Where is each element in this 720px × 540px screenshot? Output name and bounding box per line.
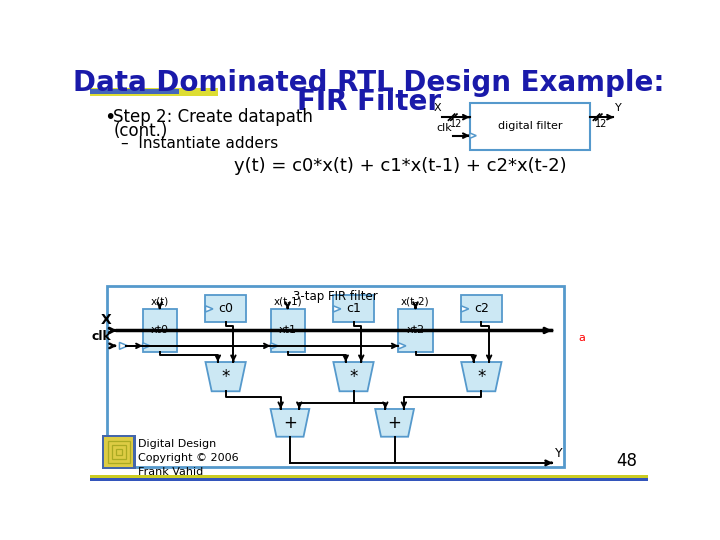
Text: Step 2: Create datapath: Step 2: Create datapath — [113, 108, 313, 126]
Polygon shape — [143, 343, 150, 349]
Text: clk: clk — [92, 330, 112, 343]
Text: –  Instantiate adders: – Instantiate adders — [121, 136, 278, 151]
Text: *: * — [477, 368, 485, 386]
Text: Y: Y — [555, 447, 562, 460]
Text: c2: c2 — [474, 302, 489, 315]
Text: xt2: xt2 — [406, 326, 425, 335]
Text: +: + — [283, 414, 297, 432]
Text: *: * — [349, 368, 358, 386]
Text: x(t-1): x(t-1) — [274, 297, 302, 307]
Text: *: * — [222, 368, 230, 386]
Polygon shape — [333, 362, 374, 392]
FancyBboxPatch shape — [102, 435, 136, 469]
Text: y(t) = c0*x(t) + c1*x(t-1) + c2*x(t-2): y(t) = c0*x(t) + c1*x(t-1) + c2*x(t-2) — [234, 157, 567, 175]
Text: X: X — [101, 313, 112, 327]
Text: a: a — [579, 333, 585, 343]
Polygon shape — [205, 306, 213, 312]
Text: x(t): x(t) — [150, 297, 169, 307]
FancyBboxPatch shape — [90, 89, 179, 94]
Text: (cont.): (cont.) — [113, 122, 168, 140]
Text: 12: 12 — [595, 119, 608, 130]
FancyBboxPatch shape — [90, 475, 648, 481]
FancyBboxPatch shape — [462, 295, 502, 322]
Text: •: • — [104, 108, 115, 127]
Text: 48: 48 — [616, 452, 637, 470]
FancyBboxPatch shape — [205, 295, 246, 322]
Text: +: + — [387, 414, 402, 432]
Text: FIR Filter: FIR Filter — [297, 88, 441, 116]
Text: x(t-2): x(t-2) — [401, 297, 430, 307]
FancyBboxPatch shape — [104, 437, 133, 467]
FancyBboxPatch shape — [90, 477, 648, 481]
Text: 12: 12 — [449, 119, 462, 130]
Text: Y: Y — [616, 103, 622, 112]
Polygon shape — [271, 409, 310, 437]
FancyBboxPatch shape — [143, 309, 177, 352]
Text: Data Dominated RTL Design Example:: Data Dominated RTL Design Example: — [73, 69, 665, 97]
FancyBboxPatch shape — [469, 103, 590, 150]
FancyBboxPatch shape — [333, 295, 374, 322]
Polygon shape — [333, 306, 341, 312]
Polygon shape — [462, 306, 469, 312]
Polygon shape — [205, 362, 246, 392]
Polygon shape — [375, 409, 414, 437]
Polygon shape — [398, 343, 406, 349]
Text: clk: clk — [436, 123, 452, 133]
FancyBboxPatch shape — [271, 309, 305, 352]
Text: xt0: xt0 — [150, 326, 168, 335]
Text: Digital Design
Copyright © 2006
Frank Vahid: Digital Design Copyright © 2006 Frank Va… — [138, 439, 238, 477]
Polygon shape — [469, 133, 476, 138]
Text: 3-tap FIR filter: 3-tap FIR filter — [293, 289, 378, 302]
Text: xt1: xt1 — [279, 326, 297, 335]
FancyBboxPatch shape — [107, 286, 564, 467]
Polygon shape — [120, 342, 128, 349]
Text: digital filter: digital filter — [498, 122, 562, 131]
Text: c1: c1 — [346, 302, 361, 315]
Polygon shape — [462, 362, 502, 392]
Text: X: X — [433, 103, 441, 112]
Text: c0: c0 — [218, 302, 233, 315]
FancyBboxPatch shape — [90, 88, 218, 96]
Polygon shape — [271, 343, 278, 349]
FancyBboxPatch shape — [398, 309, 433, 352]
